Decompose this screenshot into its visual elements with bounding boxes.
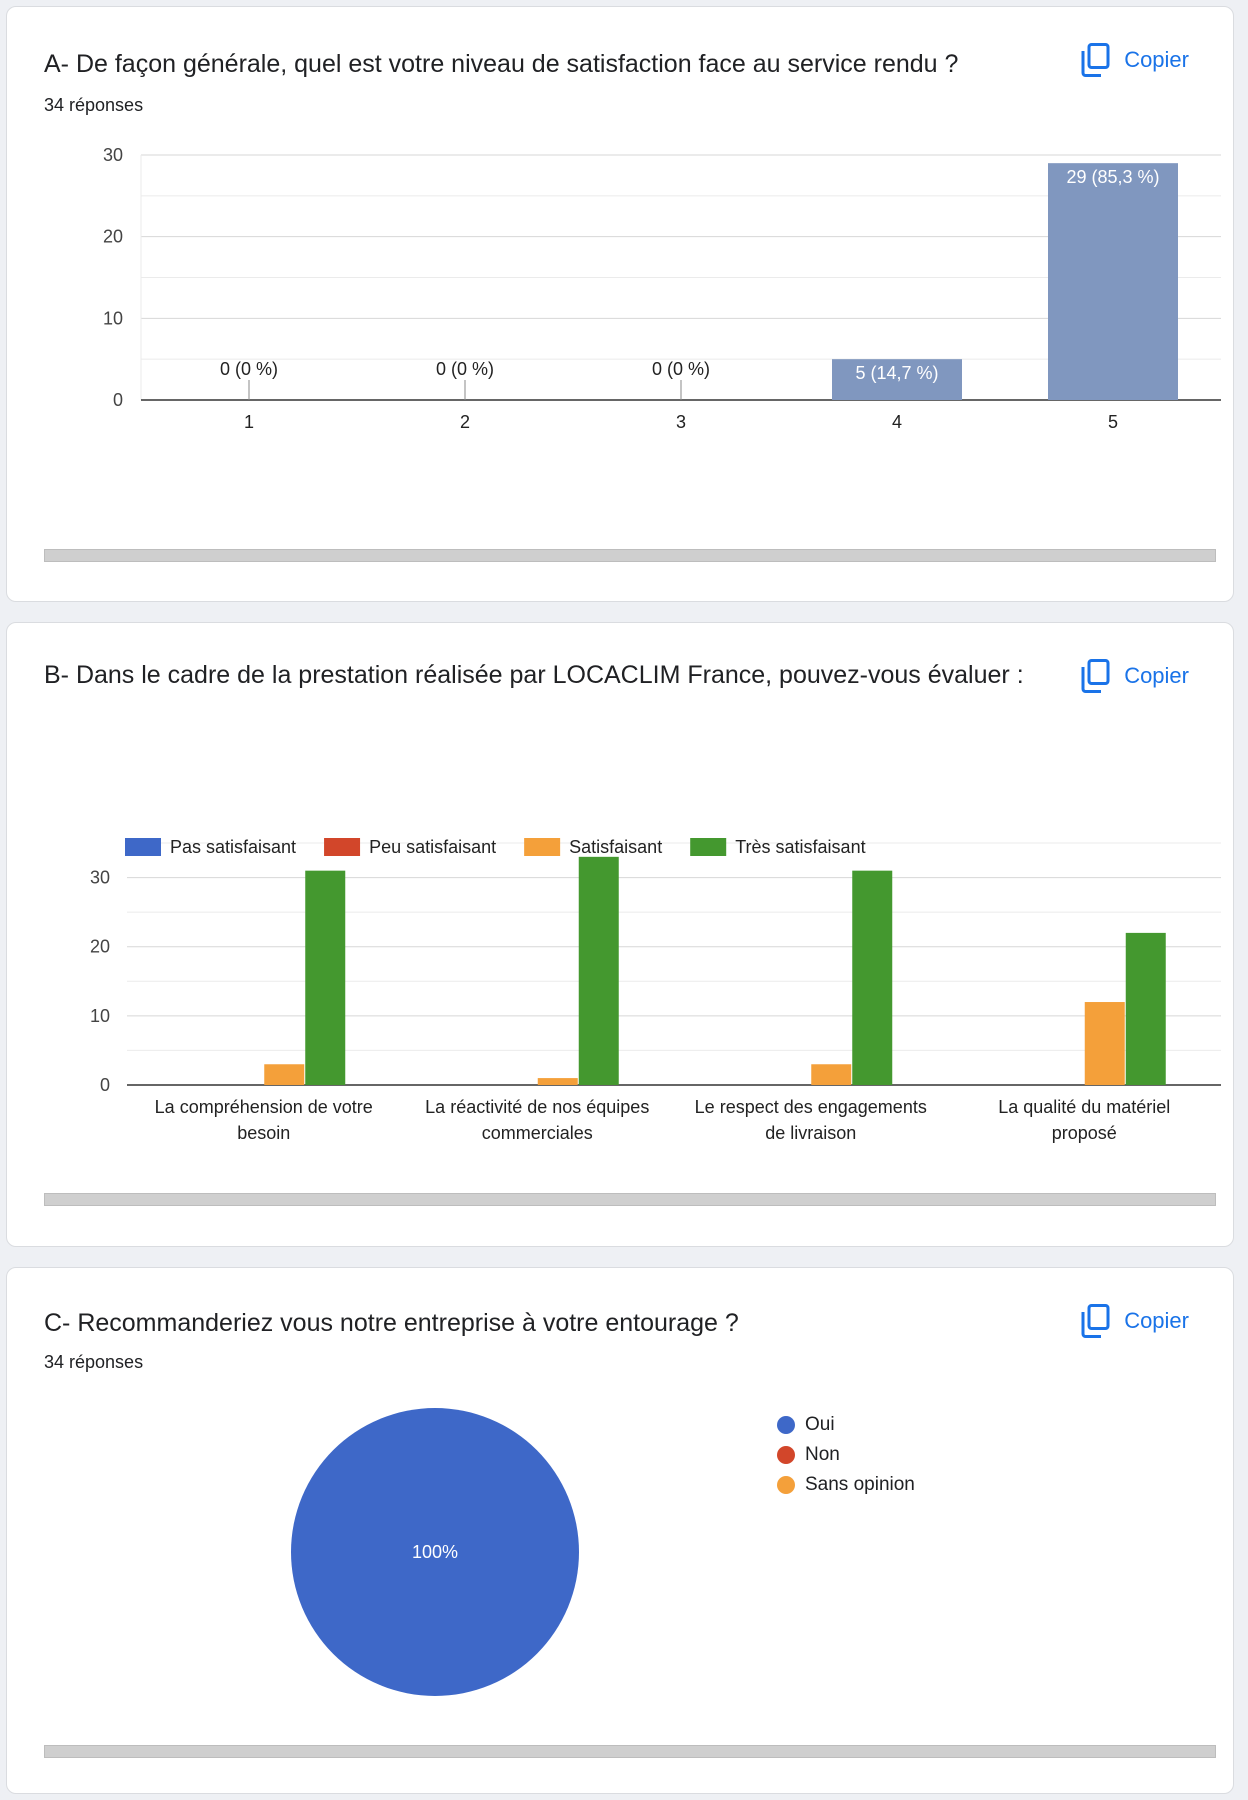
copy-icon (1080, 1304, 1110, 1338)
horizontal-scrollbar[interactable] (44, 1745, 1216, 1758)
legend-label: Sans opinion (805, 1474, 915, 1495)
card-question-c: C- Recommanderiez vous notre entreprise … (6, 1267, 1234, 1794)
horizontal-scrollbar[interactable] (44, 1193, 1216, 1206)
copy-label: Copier (1124, 1308, 1189, 1333)
pie-chart-recommendation: 100% (291, 1408, 579, 1696)
x-tick-label: de livraison (765, 1123, 856, 1143)
legend-swatch (524, 838, 561, 856)
copy-icon (1080, 659, 1110, 693)
legend-item: Oui (777, 1410, 915, 1440)
legend-swatch (690, 838, 727, 856)
legend-item: Non (777, 1440, 915, 1470)
x-tick-label: 3 (676, 412, 686, 432)
y-tick-label: 10 (90, 1006, 110, 1026)
x-tick-label: La qualité du matériel (998, 1097, 1170, 1117)
x-tick-label: 5 (1108, 412, 1118, 432)
response-count: 34 réponses (44, 95, 144, 115)
slice-label: 100% (412, 1542, 458, 1562)
data-label: 29 (85,3 %) (1066, 167, 1159, 187)
bar (1048, 163, 1178, 400)
card-question-b: B- Dans le cadre de la prestation réalis… (6, 622, 1234, 1247)
bar (852, 870, 893, 1085)
legend-dot (777, 1476, 795, 1494)
x-tick-label: 1 (244, 412, 254, 432)
bar (578, 856, 619, 1085)
card-question-a: A- De façon générale, quel est votre niv… (6, 6, 1234, 602)
legend-label: Peu satisfaisant (369, 837, 496, 857)
y-tick-label: 30 (90, 868, 110, 888)
y-tick-label: 10 (103, 308, 123, 328)
y-tick-label: 20 (90, 937, 110, 957)
x-tick-label: Le respect des engagements (695, 1097, 927, 1117)
x-tick-label: La réactivité de nos équipes (425, 1097, 649, 1117)
pie-legend: Oui Non Sans opinion (777, 1410, 915, 1500)
x-tick-label: 4 (892, 412, 902, 432)
copy-icon (1080, 43, 1110, 77)
legend-dot (777, 1446, 795, 1464)
x-tick-label: La compréhension de votre (155, 1097, 373, 1117)
copy-button[interactable]: Copier (1080, 1301, 1189, 1341)
legend-dot (777, 1416, 795, 1434)
x-tick-label: commerciales (482, 1123, 593, 1143)
bar (264, 1064, 305, 1085)
x-tick-label: besoin (237, 1123, 290, 1143)
bar (811, 1064, 852, 1085)
bar (832, 359, 962, 400)
y-tick-label: 0 (100, 1075, 110, 1095)
bar (305, 870, 346, 1085)
grouped-bar-chart-evaluation: 0 10 20 30 Pas satisfaisant Peu satisfaisant S… (90, 837, 1221, 1143)
copy-button[interactable]: Copier (1080, 40, 1189, 80)
data-label: 0 (0 %) (436, 359, 494, 379)
pie-slice (291, 1408, 579, 1696)
legend-label: Satisfaisant (569, 837, 662, 857)
data-label: 0 (0 %) (220, 359, 278, 379)
bar-chart-satisfaction: 0 10 20 30 0 (0 %) 1 0 (0 %) 2 0 (0 %) 3 5 (14,7 %… (103, 145, 1221, 432)
bar (1125, 932, 1166, 1085)
bar (1084, 1002, 1125, 1085)
legend-item: Sans opinion (777, 1470, 915, 1500)
legend-label: Non (805, 1444, 840, 1465)
bar (537, 1078, 578, 1085)
y-tick-label: 20 (103, 227, 123, 247)
data-label: 0 (0 %) (652, 359, 710, 379)
data-label: 5 (14,7 %) (855, 363, 938, 383)
y-tick-label: 0 (113, 390, 123, 410)
question-title: C- Recommanderiez vous notre entreprise … (44, 1309, 739, 1337)
copy-label: Copier (1124, 663, 1189, 688)
copy-label: Copier (1124, 47, 1189, 72)
copy-button[interactable]: Copier (1080, 656, 1189, 696)
legend-label: Pas satisfaisant (170, 837, 296, 857)
legend-label: Oui (805, 1414, 835, 1435)
question-title: B- Dans le cadre de la prestation réalis… (44, 661, 1024, 689)
x-tick-label: 2 (460, 412, 470, 432)
x-tick-label: proposé (1052, 1123, 1117, 1143)
question-title: A- De façon générale, quel est votre niv… (44, 50, 959, 78)
grid (141, 154, 1221, 360)
response-count: 34 réponses (44, 1352, 144, 1372)
legend-swatch (125, 838, 161, 856)
legend-swatch (324, 838, 361, 856)
legend-label: Très satisfaisant (735, 837, 865, 857)
y-tick-label: 30 (103, 145, 123, 165)
horizontal-scrollbar[interactable] (44, 549, 1216, 562)
